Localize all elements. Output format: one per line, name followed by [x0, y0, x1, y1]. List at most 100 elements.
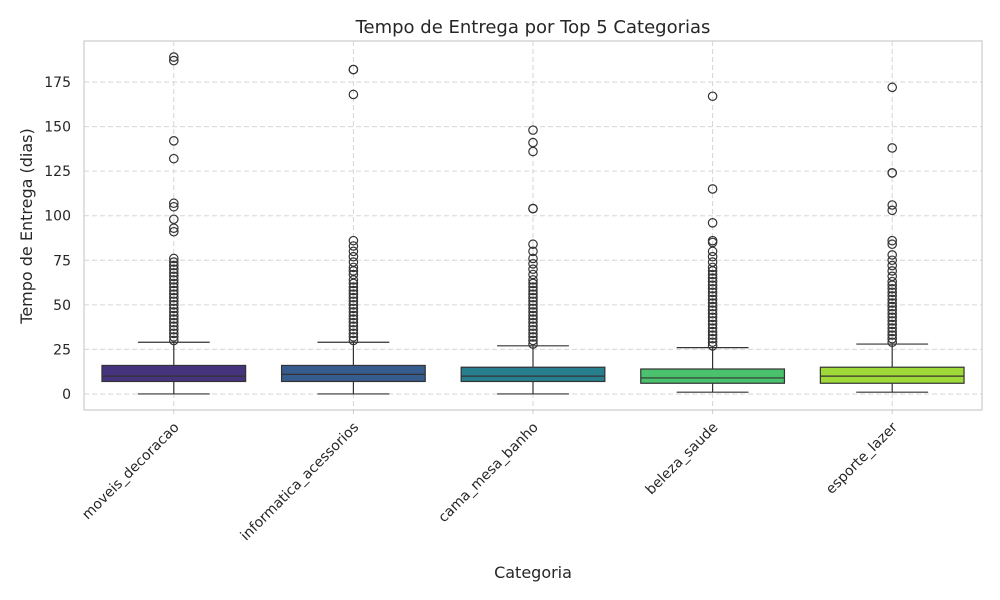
y-axis-ticks: 0 25 50 75 100 125 150 175 — [44, 75, 71, 403]
outlier-point — [528, 307, 538, 317]
outlier-point — [348, 275, 359, 285]
y-tick-label: 50 — [53, 298, 71, 314]
outlier-point — [887, 280, 897, 291]
outlier-point — [707, 319, 718, 330]
outlier-point — [348, 321, 359, 332]
outlier-point — [887, 235, 897, 246]
y-tick-label: 0 — [62, 387, 71, 403]
outlier-point — [169, 335, 179, 346]
y-tick-label: 25 — [53, 342, 71, 358]
boxes — [101, 52, 965, 395]
iqr-box — [280, 364, 426, 383]
outlier-point — [528, 278, 538, 289]
outlier-point — [348, 317, 359, 328]
outlier-point — [528, 125, 538, 135]
outlier-point — [169, 201, 179, 212]
outlier-point — [169, 267, 179, 278]
outlier-point — [707, 312, 718, 323]
outlier-point — [887, 200, 897, 210]
outlier-point — [169, 223, 179, 233]
box-esporte_lazer — [819, 82, 965, 393]
outlier-point — [887, 260, 897, 271]
outlier-point — [887, 143, 897, 153]
outlier-point — [169, 292, 179, 303]
y-tick-label: 75 — [53, 253, 71, 269]
outlier-point — [887, 316, 897, 326]
outlier-point — [169, 296, 179, 307]
outlier-point — [887, 239, 897, 250]
outlier-point — [169, 264, 179, 274]
outlier-point — [169, 226, 179, 237]
outlier-point — [887, 205, 897, 216]
outlier-point — [707, 301, 718, 312]
outlier-point — [528, 300, 538, 310]
outlier-point — [348, 310, 359, 321]
outlier-point — [707, 184, 718, 194]
outlier-point — [707, 287, 718, 298]
outlier-point — [528, 282, 538, 292]
y-tick-label: 100 — [44, 209, 71, 225]
box-informatica_acessorios — [280, 64, 426, 395]
outlier-point — [887, 250, 897, 260]
outlier-point — [887, 298, 897, 308]
outlier-point — [528, 310, 538, 321]
outlier-point — [169, 55, 179, 66]
outlier-point — [887, 291, 897, 301]
outlier-point — [528, 292, 538, 303]
x-axis-label: Categoria — [494, 563, 572, 582]
outlier-point — [528, 146, 538, 157]
outlier-point — [169, 314, 179, 324]
outlier-point — [528, 285, 538, 296]
outlier-point — [348, 235, 359, 246]
outlier-point — [169, 52, 179, 62]
outlier-point — [528, 332, 538, 342]
outlier-point — [169, 285, 179, 296]
outlier-point — [169, 136, 179, 146]
outlier-point — [348, 278, 359, 289]
outlier-point — [348, 328, 359, 339]
outlier-point — [887, 323, 897, 333]
outlier-point — [169, 307, 179, 317]
outlier-point — [887, 287, 897, 298]
outlier-point — [169, 303, 179, 314]
outlier-point — [887, 326, 897, 337]
outlier-point — [348, 64, 359, 75]
iqr-box — [819, 366, 965, 384]
outlier-point — [528, 253, 538, 264]
y-tick-label: 125 — [44, 164, 71, 180]
outlier-point — [348, 246, 359, 257]
outlier-point — [348, 303, 359, 314]
outlier-point — [707, 330, 718, 340]
outlier-point — [707, 337, 718, 348]
iqr-box — [640, 368, 786, 384]
outlier-point — [887, 255, 897, 266]
outlier-point — [887, 312, 897, 323]
outlier-point — [707, 280, 718, 291]
outlier-point — [887, 266, 897, 276]
y-tick-label: 175 — [44, 75, 71, 91]
outlier-point — [169, 278, 179, 289]
outlier-point — [348, 241, 359, 251]
x-tick-label: cama_mesa_banho — [435, 420, 541, 526]
outlier-point — [169, 260, 179, 271]
outlier-point — [528, 317, 538, 328]
outlier-point — [528, 296, 538, 307]
outlier-point — [528, 203, 538, 214]
outlier-point — [887, 294, 897, 305]
outlier-point — [169, 275, 179, 285]
outlier-point — [887, 308, 897, 319]
outlier-point — [169, 324, 179, 335]
outlier-point — [348, 296, 359, 307]
outlier-point — [528, 321, 538, 332]
box-moveis_decoracao — [101, 52, 247, 395]
outlier-point — [169, 282, 179, 292]
outlier-point — [887, 276, 897, 287]
outlier-point — [707, 276, 718, 287]
outlier-point — [169, 321, 179, 332]
outlier-point — [169, 332, 179, 342]
outlier-point — [707, 246, 718, 257]
outlier-point — [887, 168, 897, 178]
outlier-point — [887, 82, 897, 93]
outlier-point — [707, 283, 718, 294]
outlier-point — [348, 292, 359, 303]
